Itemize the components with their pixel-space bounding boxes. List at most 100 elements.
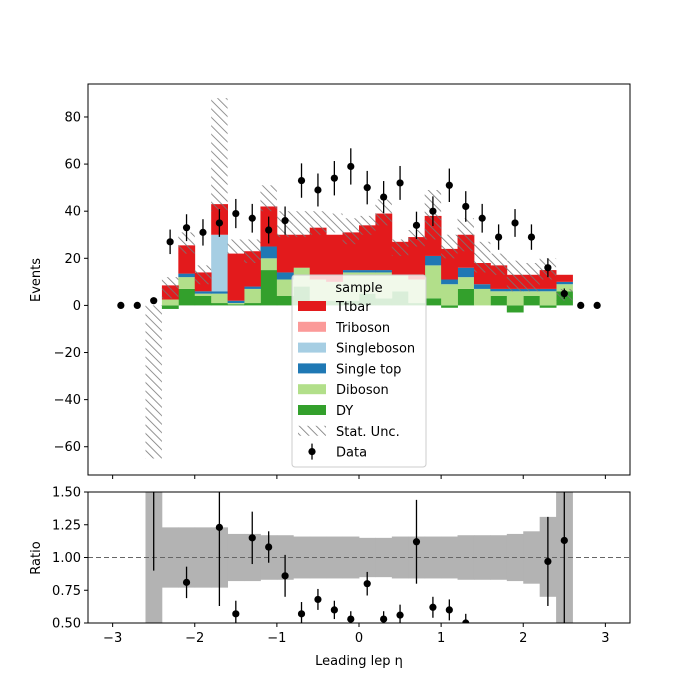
ratio-point	[281, 572, 289, 580]
stat-unc-hatch	[293, 211, 310, 238]
data-point	[511, 219, 519, 227]
ratio-unc-band	[359, 537, 376, 578]
bar-ttbar	[408, 237, 426, 280]
stat-unc-hatch	[309, 211, 327, 235]
data-point	[248, 214, 256, 222]
bar-diboson	[457, 277, 475, 289]
bar-ttbar	[359, 225, 376, 271]
bar-single-top	[375, 270, 393, 273]
bar-single-top	[276, 272, 294, 280]
ratio-plot: 0.50 0.75 1.00 1.25 1.50 −3 −2 −1 0 1 2 3 Ratio Le…	[29, 486, 631, 669]
ratio-unc-band	[375, 537, 393, 578]
legend-label-diboson: Diboson	[336, 383, 389, 398]
bar-single-top	[457, 267, 475, 278]
stat-unc-hatch	[326, 213, 343, 233]
y-axis-label-ratio: Ratio	[29, 541, 44, 574]
ratio-unc-band	[309, 536, 327, 579]
legend-label-triboson: Triboson	[335, 321, 390, 336]
ratio-point	[462, 619, 470, 623]
bar-dy	[276, 295, 294, 306]
bar-dy	[424, 298, 442, 306]
bar-diboson	[276, 279, 294, 296]
data-point	[232, 209, 240, 218]
data-point	[544, 264, 552, 272]
data-point	[215, 219, 223, 227]
legend-swatch-data	[308, 448, 316, 456]
stat-unc-hatch	[244, 239, 261, 264]
data-point	[133, 301, 141, 310]
bar-single-top	[227, 300, 245, 304]
bar-ttbar	[293, 234, 311, 268]
ratio-x-tick-label: −1	[267, 631, 286, 646]
x-axis-label: Leading lep η	[315, 654, 403, 669]
bar-single-top	[178, 273, 196, 278]
bar-dy	[457, 288, 475, 306]
stat-unc-hatch	[211, 98, 228, 212]
data-point	[396, 179, 404, 187]
ratio-unc-band	[293, 536, 311, 579]
ratio-x-ticks: −3 −2 −1 0 1 2 3	[103, 623, 610, 646]
legend-swatch-dy	[298, 405, 326, 415]
legend-swatch-singleboson	[298, 342, 326, 353]
data-point	[150, 297, 158, 305]
legend-swatch-single-top	[298, 363, 326, 374]
data-point	[265, 226, 273, 234]
bar-diboson	[260, 258, 278, 271]
data-point	[314, 186, 322, 194]
bar-single-top	[359, 270, 376, 273]
bar-single-top	[211, 291, 229, 294]
y-tick-label: 0	[73, 299, 81, 314]
stat-unc-hatch	[391, 239, 409, 256]
bar-single-top	[424, 255, 442, 266]
bar-dy	[211, 303, 229, 306]
legend-swatch-stat-unc-	[298, 425, 326, 436]
bar-diboson	[473, 288, 491, 306]
bar-dy	[441, 305, 458, 308]
bar-single-top	[194, 291, 212, 294]
legend-label-ttbar: Ttbar	[335, 300, 371, 315]
bar-diboson	[424, 265, 442, 299]
ratio-point	[380, 615, 388, 623]
bar-diboson	[227, 303, 245, 305]
stat-unc-hatch	[441, 234, 458, 259]
ratio-point	[248, 534, 256, 542]
legend-label-single-top: Single top	[336, 362, 401, 377]
bar-diboson	[194, 293, 212, 296]
bar-dy	[523, 295, 541, 306]
bar-singleboson	[211, 234, 229, 292]
y-tick-label: 40	[64, 205, 81, 220]
ratio-y-ticks: 0.50 0.75 1.00 1.25 1.50	[52, 486, 88, 632]
ratio-point	[347, 615, 355, 623]
stat-unc-hatch	[178, 232, 195, 254]
bar-ttbar	[375, 213, 393, 271]
y-tick-label: −60	[54, 440, 81, 455]
data-point	[478, 214, 486, 222]
legend-swatch-ttbar	[298, 301, 326, 311]
ratio-y-tick-label: 1.25	[52, 518, 81, 533]
bar-diboson	[490, 291, 508, 296]
stat-unc-hatch	[473, 241, 491, 273]
data-point	[429, 207, 437, 215]
y-tick-label: 60	[64, 158, 81, 173]
y-axis-label-events: Events	[29, 258, 44, 302]
data-point	[560, 290, 568, 298]
ratio-unc-band	[326, 536, 343, 579]
bar-diboson	[161, 299, 179, 306]
bar-dy	[260, 270, 278, 306]
stat-unc-hatch	[145, 305, 162, 459]
ratio-x-tick-label: 3	[601, 631, 609, 646]
bar-diboson	[211, 293, 229, 304]
stat-unc-hatch	[490, 253, 507, 275]
stat-unc-hatch	[506, 260, 524, 292]
stat-unc-hatch	[523, 263, 540, 292]
bar-diboson	[556, 284, 573, 292]
bar-diboson	[506, 291, 524, 306]
legend-swatch-diboson	[298, 384, 326, 395]
y-tick-label: 20	[64, 252, 81, 267]
ratio-y-tick-label: 1.50	[52, 486, 81, 501]
data-point	[347, 162, 355, 171]
data-point	[445, 181, 453, 189]
bar-dy	[194, 295, 212, 306]
stat-unc-hatch	[227, 239, 245, 254]
